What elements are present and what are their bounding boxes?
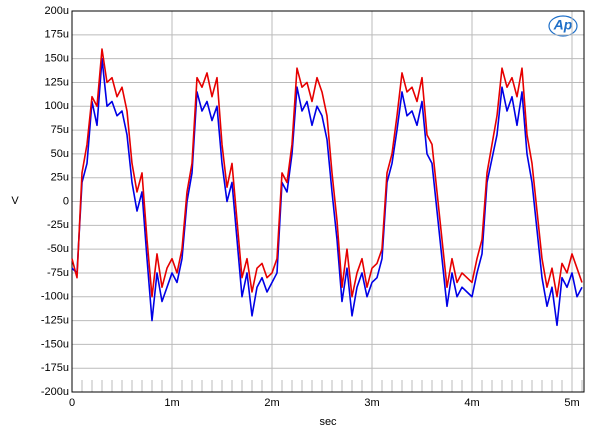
logo: Ap xyxy=(548,15,578,37)
y-tick-label: -75u xyxy=(47,267,69,279)
y-tick-label: 25u xyxy=(51,172,69,184)
y-tick-label: 50u xyxy=(51,148,69,160)
plot-border xyxy=(71,10,585,393)
y-tick-label: 0 xyxy=(63,195,69,207)
logo-text: Ap xyxy=(553,17,573,33)
y-tick-label: 75u xyxy=(51,124,69,136)
x-tick-label: 0 xyxy=(69,397,75,409)
logo-ring xyxy=(548,15,578,37)
y-tick-label: 200u xyxy=(45,5,69,17)
y-tick-label: 150u xyxy=(45,53,69,65)
series-line xyxy=(71,48,583,298)
y-tick-label: -175u xyxy=(41,362,69,374)
x-tick-label: 4m xyxy=(464,397,479,409)
y-tick-label: 175u xyxy=(45,29,69,41)
x-tick-label: 2m xyxy=(264,397,279,409)
x-tick-label: 5m xyxy=(564,397,579,409)
x-axis-label: sec xyxy=(319,416,337,428)
y-tick-label: -125u xyxy=(41,314,69,326)
y-tick-label: -200u xyxy=(41,386,69,398)
y-axis-label: V xyxy=(11,195,19,207)
x-tick-label: 3m xyxy=(364,397,379,409)
y-tick-label: -150u xyxy=(41,338,69,350)
y-tick-label: 125u xyxy=(45,76,69,88)
y-tick-label: -25u xyxy=(47,219,69,231)
x-tick-label: 1m xyxy=(164,397,179,409)
series-line xyxy=(71,57,583,327)
y-tick-label: -100u xyxy=(41,291,69,303)
y-tick-label: -50u xyxy=(47,243,69,255)
y-tick-label: 100u xyxy=(45,100,69,112)
